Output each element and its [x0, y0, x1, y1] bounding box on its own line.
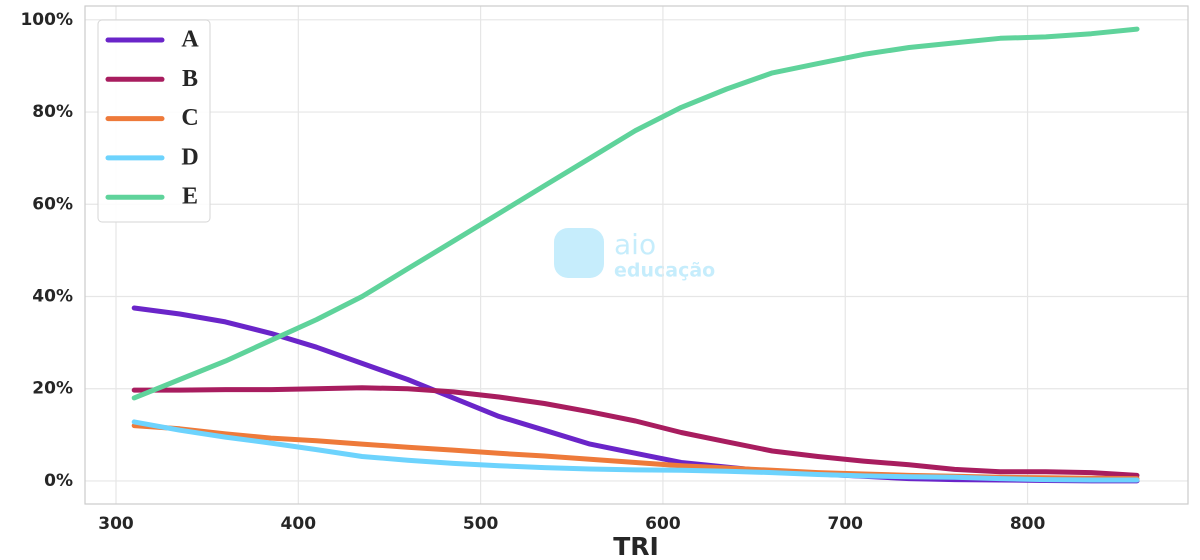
watermark-text: educação [614, 260, 715, 282]
x-tick-label: 600 [645, 514, 681, 534]
watermark: aio educação [554, 228, 715, 282]
legend-label: A [181, 27, 199, 53]
legend-label: B [182, 66, 198, 92]
x-tick-label: 700 [827, 514, 863, 534]
x-tick-label: 400 [281, 514, 317, 534]
y-tick-label: 40% [32, 287, 73, 307]
data-line [131, 385, 1140, 478]
watermark-logo [554, 228, 604, 278]
x-tick-label: 500 [463, 514, 499, 534]
x-tick-label: 300 [98, 514, 134, 534]
x-tick-label: 800 [1010, 514, 1046, 534]
plot-frame [84, 5, 1189, 505]
watermark-text: aio [614, 228, 656, 261]
x-axis-label: TRI [613, 532, 659, 560]
legend-label: E [182, 184, 198, 210]
y-tick-label: 60% [32, 194, 73, 214]
y-tick-label: 100% [20, 10, 73, 30]
data-line [131, 26, 1140, 401]
legend-label: C [181, 105, 198, 131]
y-tick-label: 80% [32, 102, 73, 122]
data-line [131, 419, 1140, 483]
y-tick-label: 20% [32, 379, 73, 399]
y-tick-label: 0% [44, 471, 73, 491]
legend-label: D [181, 144, 198, 170]
